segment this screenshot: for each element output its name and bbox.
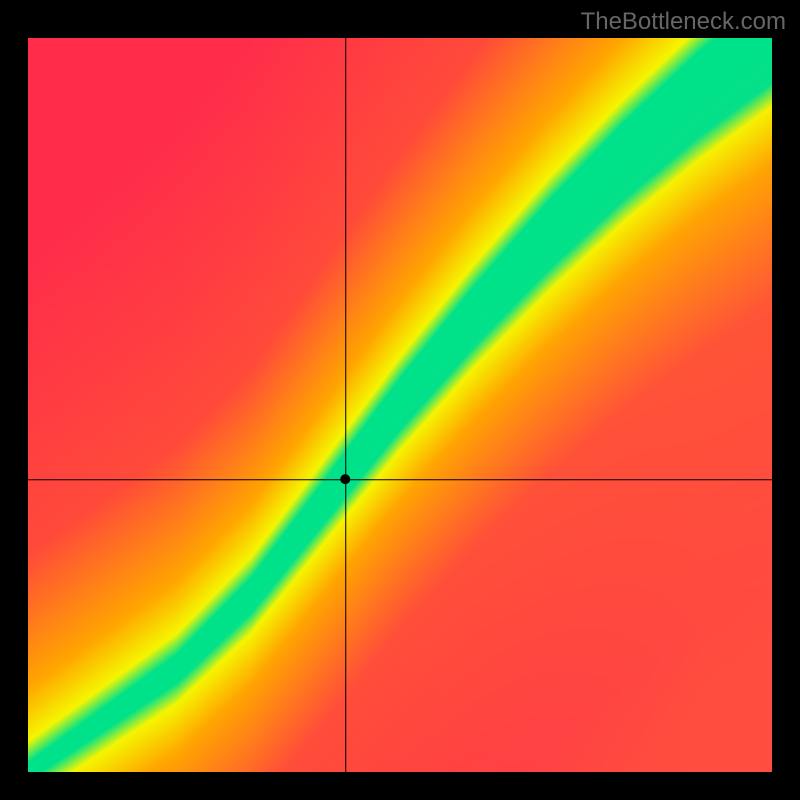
chart-container: TheBottleneck.com <box>0 0 800 800</box>
heatmap-frame <box>28 38 772 772</box>
bottleneck-heatmap <box>28 38 772 772</box>
watermark-text: TheBottleneck.com <box>581 8 786 36</box>
